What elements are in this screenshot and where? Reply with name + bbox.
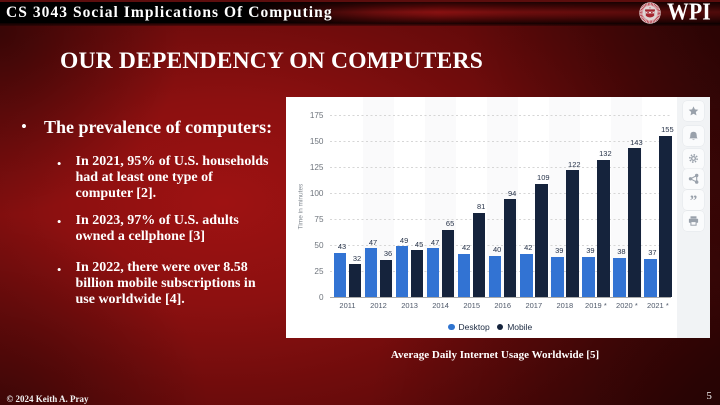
svg-text:”: ” (689, 194, 697, 210)
